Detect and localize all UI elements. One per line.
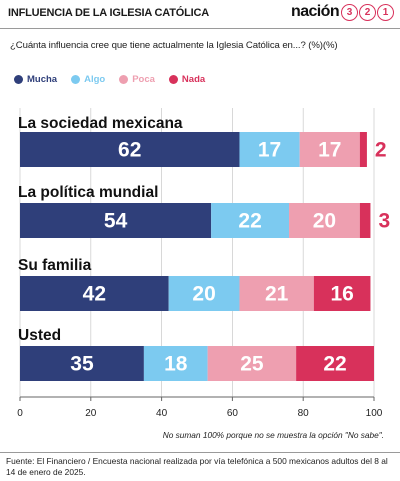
bar-segment (239, 276, 314, 311)
source-note: Fuente: El Financiero / Encuesta naciona… (6, 456, 388, 477)
category-label: Usted (18, 327, 61, 344)
data-label: 17 (318, 139, 341, 162)
category-label: La sociedad mexicana (18, 115, 183, 132)
brand-wordmark: nación (291, 3, 340, 20)
legend-item-mucha: Mucha (14, 74, 57, 85)
data-label: 42 (83, 283, 106, 306)
category-label: Su familia (18, 257, 92, 274)
x-tick-label: 60 (227, 408, 239, 419)
brand-digit-2: 2 (359, 3, 376, 21)
bar-segment (20, 132, 240, 167)
x-tick-label: 100 (366, 408, 383, 419)
data-label: 17 (258, 139, 281, 162)
bar-segment (168, 276, 240, 311)
data-label: 20 (313, 210, 336, 233)
data-label: 25 (240, 353, 264, 376)
brand-digit-1: 3 (341, 3, 358, 21)
bar-segment (296, 346, 374, 381)
brand-logo: nación 3 2 1 (291, 3, 394, 21)
data-label: 22 (323, 353, 346, 376)
divider (0, 452, 400, 453)
legend-label: Nada (181, 73, 206, 85)
legend-swatch (119, 74, 129, 84)
data-label: 16 (330, 283, 353, 306)
legend-swatch (168, 74, 178, 84)
bar-segment (20, 276, 169, 311)
legend-label: Poca (132, 73, 155, 85)
data-label: 35 (70, 353, 94, 376)
legend-swatch (14, 74, 23, 84)
legend-label: Mucha (27, 73, 58, 85)
bar-segment (207, 346, 297, 381)
x-tick-label: 40 (156, 408, 168, 419)
footnote: No suman 100% porque no se muestra la op… (162, 430, 384, 440)
survey-question: ¿Cuánta influencia cree que tiene actual… (10, 40, 338, 51)
legend-item-poca: Poca (119, 74, 155, 85)
bar-segment (20, 203, 212, 238)
data-label: 18 (164, 353, 188, 376)
data-label: 2 (375, 139, 387, 162)
bar-segment (359, 132, 367, 167)
x-tick-label: 20 (85, 408, 97, 419)
legend: Mucha Algo Poca Nada (14, 73, 219, 85)
data-label: 62 (118, 139, 141, 162)
x-tick-label: 0 (17, 408, 23, 419)
bar-segment (20, 346, 144, 381)
data-label: 54 (104, 210, 128, 233)
bar-segment (289, 203, 360, 238)
bar-segment (211, 203, 290, 238)
bar-segment (239, 132, 300, 167)
bar-segment (313, 276, 371, 311)
brand-digit-3: 1 (377, 3, 394, 21)
data-label: 20 (192, 283, 215, 306)
header-bar: INFLUENCIA DE LA IGLESIA CATÓLICA nación… (0, 0, 400, 29)
legend-label: Algo (84, 73, 106, 85)
data-label: 3 (378, 210, 390, 233)
legend-item-algo: Algo (71, 74, 105, 85)
data-label: 21 (265, 283, 289, 306)
bar-segment (359, 203, 371, 238)
bar-segment (299, 132, 360, 167)
category-label: La política mundial (18, 184, 158, 201)
data-label: 22 (238, 210, 261, 233)
legend-item-nada: Nada (168, 73, 206, 85)
bar-segment (143, 346, 208, 381)
chart-title: INFLUENCIA DE LA IGLESIA CATÓLICA (8, 7, 209, 19)
legend-swatch (71, 74, 81, 84)
x-tick-label: 80 (298, 408, 310, 419)
